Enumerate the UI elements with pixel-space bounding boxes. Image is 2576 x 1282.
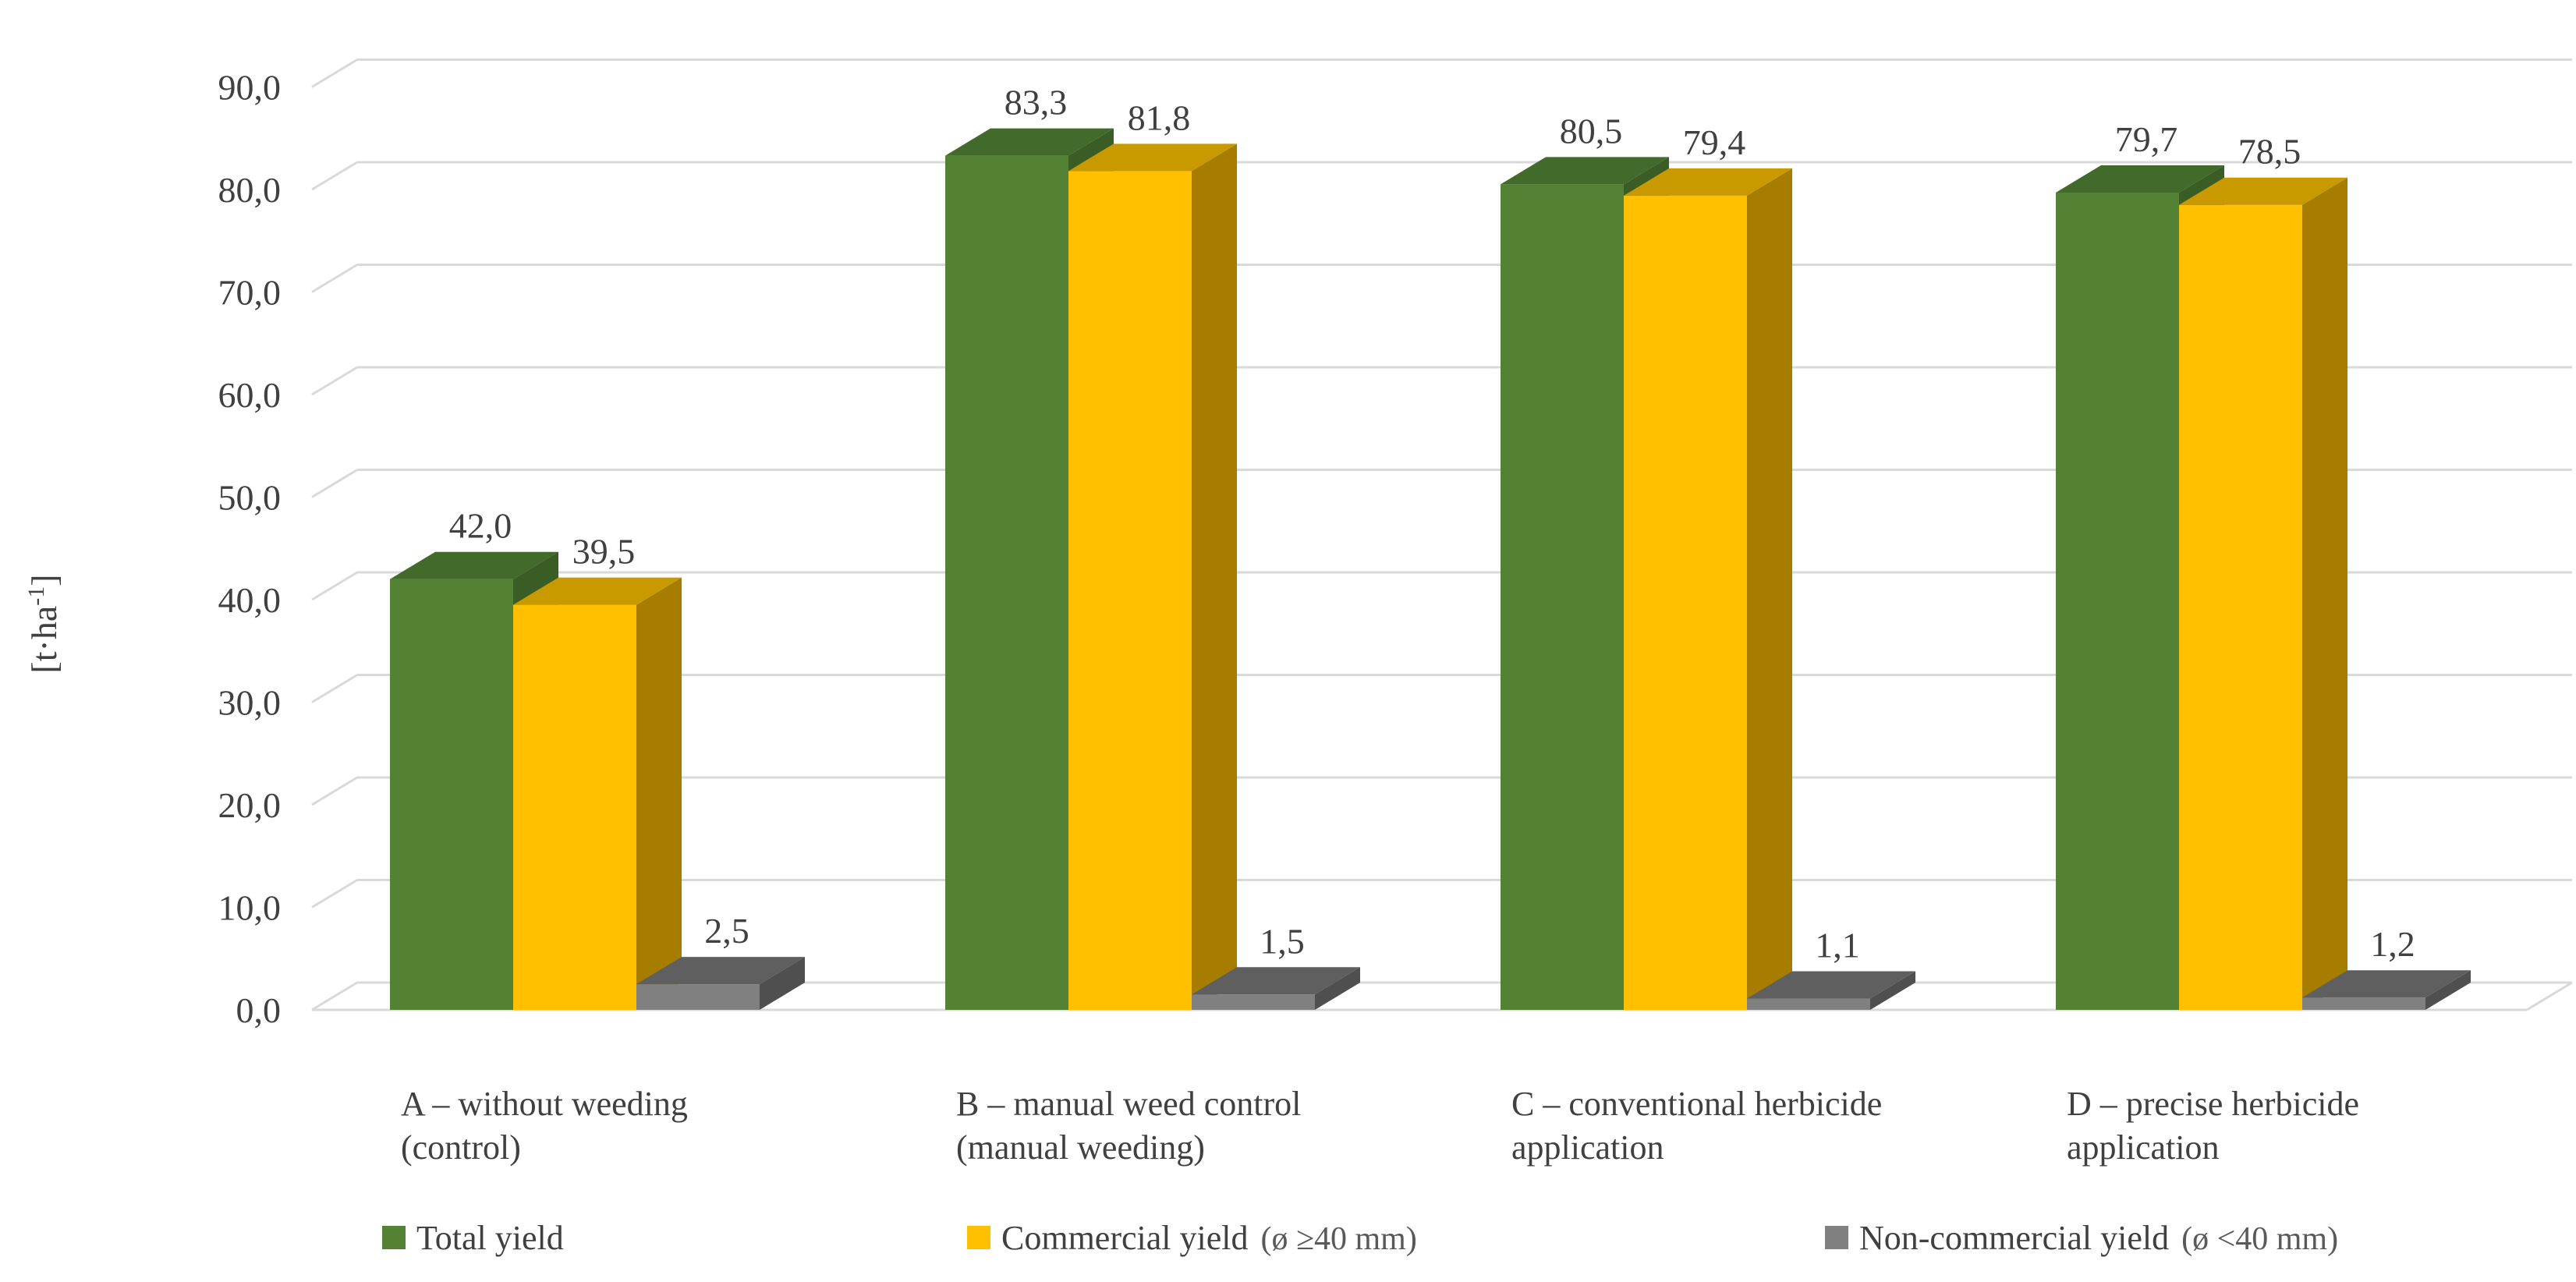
y-tick-label: 30,0 [218,683,282,723]
bar-front [1747,998,1870,1010]
bar-front [2056,192,2179,1010]
bar-front [945,155,1068,1011]
bar-side [1192,143,1237,1011]
bar-top [2302,970,2471,998]
gridline-depth [311,571,358,601]
bar-top [513,577,682,605]
y-tick-label: 0,0 [236,990,282,1030]
legend-item: Total yield [382,1219,564,1257]
gridline-depth [311,469,358,498]
gridline-depth [311,161,358,191]
data-label: 42,0 [449,506,512,546]
floor-right-edge [2526,981,2573,1011]
bars [390,128,2471,1011]
data-label: 2,5 [704,911,749,951]
bar-top [1068,143,1237,172]
y-axis: 0,0 10,0 20,0 30,0 40,0 50,0 60,0 70,0 80,0 90,0 [218,68,282,1031]
gridline-depth [311,776,358,806]
legend-swatch [967,1226,990,1249]
legend-swatch [1825,1226,1848,1249]
y-tick-label: 70,0 [218,273,282,313]
bar-non-commercial-yield [1192,967,1360,1010]
bar-side [2425,970,2471,1010]
y-axis-title: [t·ha-1] [23,574,64,673]
bar-top [1501,157,1669,185]
bar-commercial-yield [1624,168,1792,1010]
bar-top [1192,967,1360,995]
gridline-depth [311,264,358,293]
bar-side [636,577,682,1010]
bar-commercial-yield [1068,143,1237,1011]
y-tick-label: 90,0 [218,68,282,108]
gridline-depth [311,981,358,1011]
data-label: 80,5 [1560,111,1623,151]
legend-swatch [382,1226,406,1249]
bar-top [2056,165,2224,193]
bar-top [945,128,1114,156]
category-label: A – without weeding (control) [401,1085,688,1167]
data-label: 78,5 [2238,132,2301,172]
legend-label: Commercial yield (ø ≥40 mm) [1001,1219,1417,1257]
data-label: 83,3 [1005,83,1068,122]
bar-front [513,604,636,1010]
data-label: 79,7 [2115,119,2178,159]
data-label: 1,5 [1260,921,1305,961]
bar-commercial-yield [2179,177,2347,1011]
data-label: 79,4 [1683,122,1746,162]
bar-top [390,551,558,579]
bar-non-commercial-yield [1747,971,1915,1010]
category-labels: A – without weeding (control) B – manual w… [401,1085,2359,1167]
bar-non-commercial-yield [636,957,805,1010]
gridline-depth [311,366,358,396]
bar-non-commercial-yield [2302,970,2471,1010]
legend: Total yield Commercial yield (ø ≥40 mm) Non… [382,1219,2338,1257]
bar-top [1624,168,1792,196]
bar-side [1870,971,1915,1010]
legend-label: Non-commercial yield (ø <40 mm) [1859,1219,2338,1257]
y-tick-label: 10,0 [218,888,282,928]
y-tick-label: 80,0 [218,170,282,210]
gridline-depth [311,58,358,88]
data-label: 1,2 [2370,924,2415,964]
bar-side [1747,168,1792,1010]
bar-front [2179,204,2302,1011]
data-label: 81,8 [1128,97,1191,137]
bar-commercial-yield [513,577,682,1010]
bar-top [636,957,805,985]
category-label: B – manual weed control (manual weeding) [956,1085,1301,1167]
data-label: 1,1 [1815,926,1860,965]
bar-front [1624,195,1747,1010]
category-label: C – conventional herbicide application [1511,1085,1882,1167]
bar-front [390,579,513,1010]
y-tick-label: 40,0 [218,580,282,620]
gridline-depth [311,674,358,703]
bar-side [760,957,805,1010]
y-tick-label: 20,0 [218,785,282,825]
legend-item: Non-commercial yield (ø <40 mm) [1825,1219,2338,1257]
bar-top [1747,971,1915,999]
bar-top [2179,177,2347,205]
bar-side [1315,967,1360,1010]
gridline-depth [311,879,358,908]
bar-front [1501,184,1624,1010]
data-labels: 42,0 39,5 2,5 83,3 81,8 1,5 80,5 79,4 1,1 79,7 78,… [449,83,2415,965]
legend-item: Commercial yield (ø ≥40 mm) [967,1219,1417,1257]
bar-side [2302,177,2347,1011]
bar-front [2302,997,2425,1010]
y-tick-label: 50,0 [218,478,282,518]
data-label: 39,5 [572,532,636,572]
legend-label: Total yield [416,1219,564,1257]
y-tick-label: 60,0 [218,375,282,415]
category-label: D – precise herbicide application [2067,1085,2359,1167]
bar-front [1068,171,1192,1011]
bar-front [636,984,760,1010]
bar-front [1192,994,1315,1010]
